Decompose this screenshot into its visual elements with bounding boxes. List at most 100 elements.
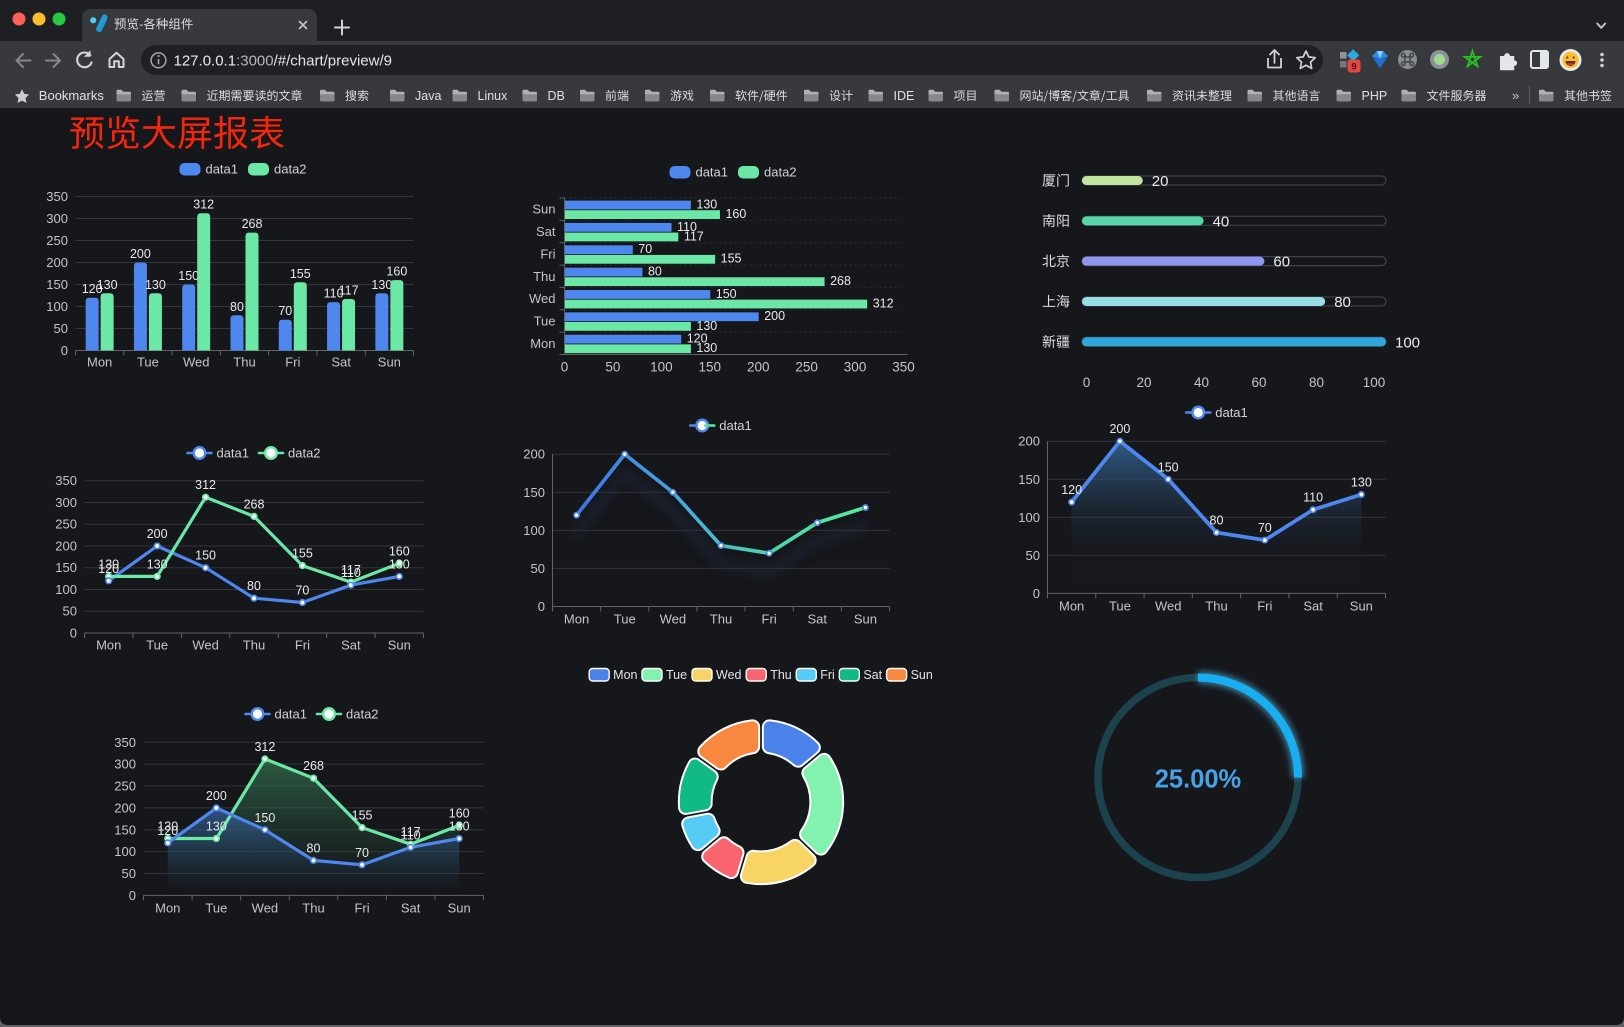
svg-text:»: » — [1512, 88, 1519, 103]
svg-text:60: 60 — [1273, 254, 1290, 271]
svg-text:20: 20 — [1152, 173, 1169, 190]
svg-text:155: 155 — [290, 267, 311, 281]
svg-text:60: 60 — [1251, 375, 1266, 390]
svg-text:Fri: Fri — [354, 900, 369, 915]
svg-text:200: 200 — [46, 255, 68, 270]
svg-text:Wed: Wed — [183, 355, 210, 370]
svg-text:200: 200 — [1018, 434, 1040, 449]
svg-text:130: 130 — [98, 557, 119, 571]
svg-text:Sat: Sat — [808, 612, 828, 627]
svg-text:130: 130 — [696, 319, 717, 333]
svg-text:150: 150 — [699, 360, 722, 375]
svg-text:70: 70 — [1258, 521, 1272, 535]
svg-text:70: 70 — [295, 584, 309, 598]
svg-text:100: 100 — [1018, 510, 1040, 525]
svg-text:50: 50 — [54, 321, 68, 336]
svg-text:Fri: Fri — [1257, 598, 1272, 613]
svg-text:250: 250 — [55, 517, 77, 532]
svg-text:Sun: Sun — [1350, 598, 1373, 613]
svg-text:120: 120 — [82, 282, 103, 296]
svg-text:Tue: Tue — [614, 612, 636, 627]
svg-text:data2: data2 — [346, 707, 379, 722]
svg-text:40: 40 — [1213, 213, 1230, 230]
svg-text:200: 200 — [764, 309, 785, 323]
svg-text:Wed: Wed — [252, 900, 279, 915]
svg-text:Thu: Thu — [243, 638, 265, 653]
svg-text:80: 80 — [648, 264, 662, 278]
svg-text:200: 200 — [55, 538, 77, 553]
svg-text:Thu: Thu — [770, 668, 792, 682]
svg-text:130: 130 — [696, 197, 717, 211]
svg-text:Linux: Linux — [478, 89, 509, 103]
svg-text:130: 130 — [389, 557, 410, 571]
svg-text:Wed: Wed — [660, 612, 687, 627]
svg-text:120: 120 — [157, 824, 178, 838]
svg-text:150: 150 — [46, 277, 68, 292]
svg-text:160: 160 — [386, 265, 407, 279]
svg-text:0: 0 — [1033, 586, 1040, 601]
svg-text:Sat: Sat — [331, 355, 351, 370]
svg-text:Fri: Fri — [285, 355, 300, 370]
svg-text:Mon: Mon — [1059, 598, 1084, 613]
svg-text:117: 117 — [684, 229, 704, 243]
svg-text:data1: data1 — [695, 164, 728, 179]
svg-text:Fri: Fri — [295, 638, 310, 653]
svg-text:80: 80 — [1210, 514, 1224, 528]
svg-text:200: 200 — [114, 800, 136, 815]
svg-text:Wed: Wed — [1155, 598, 1182, 613]
svg-text:150: 150 — [523, 485, 545, 500]
svg-text:Mon: Mon — [155, 900, 180, 915]
svg-text:120: 120 — [1061, 483, 1082, 497]
svg-text:20: 20 — [1136, 375, 1151, 390]
svg-text:Tue: Tue — [146, 638, 168, 653]
svg-text:150: 150 — [55, 560, 77, 575]
svg-text:200: 200 — [1109, 422, 1130, 436]
svg-text:100: 100 — [1363, 375, 1386, 390]
svg-text:0: 0 — [538, 599, 545, 614]
svg-text:200: 200 — [147, 527, 168, 541]
svg-text:50: 50 — [1026, 548, 1040, 563]
svg-text:300: 300 — [844, 360, 867, 375]
svg-text:DB: DB — [548, 89, 565, 103]
svg-text:250: 250 — [795, 360, 818, 375]
svg-text:25.00%: 25.00% — [1155, 766, 1242, 794]
svg-text:130: 130 — [449, 820, 470, 834]
svg-text:data2: data2 — [764, 164, 797, 179]
svg-text:350: 350 — [55, 473, 77, 488]
svg-text:50: 50 — [63, 604, 77, 619]
svg-text:300: 300 — [55, 495, 77, 510]
svg-text:100: 100 — [55, 582, 77, 597]
svg-text:155: 155 — [721, 252, 742, 266]
svg-text:130: 130 — [97, 278, 118, 292]
svg-text:250: 250 — [46, 233, 68, 248]
svg-text:Sun: Sun — [854, 612, 877, 627]
svg-text:Mon: Mon — [87, 355, 112, 370]
svg-text:Thu: Thu — [233, 355, 255, 370]
svg-text:130: 130 — [147, 557, 168, 571]
svg-text:data1: data1 — [274, 707, 307, 722]
svg-text:300: 300 — [114, 757, 136, 772]
svg-text:268: 268 — [244, 497, 265, 511]
svg-text:70: 70 — [638, 242, 652, 256]
svg-text:200: 200 — [523, 447, 545, 462]
svg-text:70: 70 — [278, 304, 292, 318]
svg-text:Tue: Tue — [137, 355, 159, 370]
svg-text:Sun: Sun — [388, 638, 411, 653]
svg-text:80: 80 — [230, 300, 244, 314]
svg-text:117: 117 — [339, 284, 359, 298]
svg-text:50: 50 — [605, 360, 620, 375]
svg-text:130: 130 — [206, 820, 227, 834]
svg-text:Mon: Mon — [530, 336, 555, 351]
svg-text:160: 160 — [725, 207, 746, 221]
svg-text:40: 40 — [1194, 375, 1209, 390]
svg-text:150: 150 — [178, 269, 199, 283]
svg-text:268: 268 — [830, 274, 851, 288]
svg-text:100: 100 — [114, 844, 136, 859]
svg-text:Thu: Thu — [533, 269, 555, 284]
svg-text:312: 312 — [193, 198, 214, 212]
svg-text:0: 0 — [70, 626, 77, 641]
svg-text:160: 160 — [389, 544, 410, 558]
svg-text:130: 130 — [696, 341, 717, 355]
svg-text:100: 100 — [523, 523, 545, 538]
svg-text:350: 350 — [892, 360, 915, 375]
